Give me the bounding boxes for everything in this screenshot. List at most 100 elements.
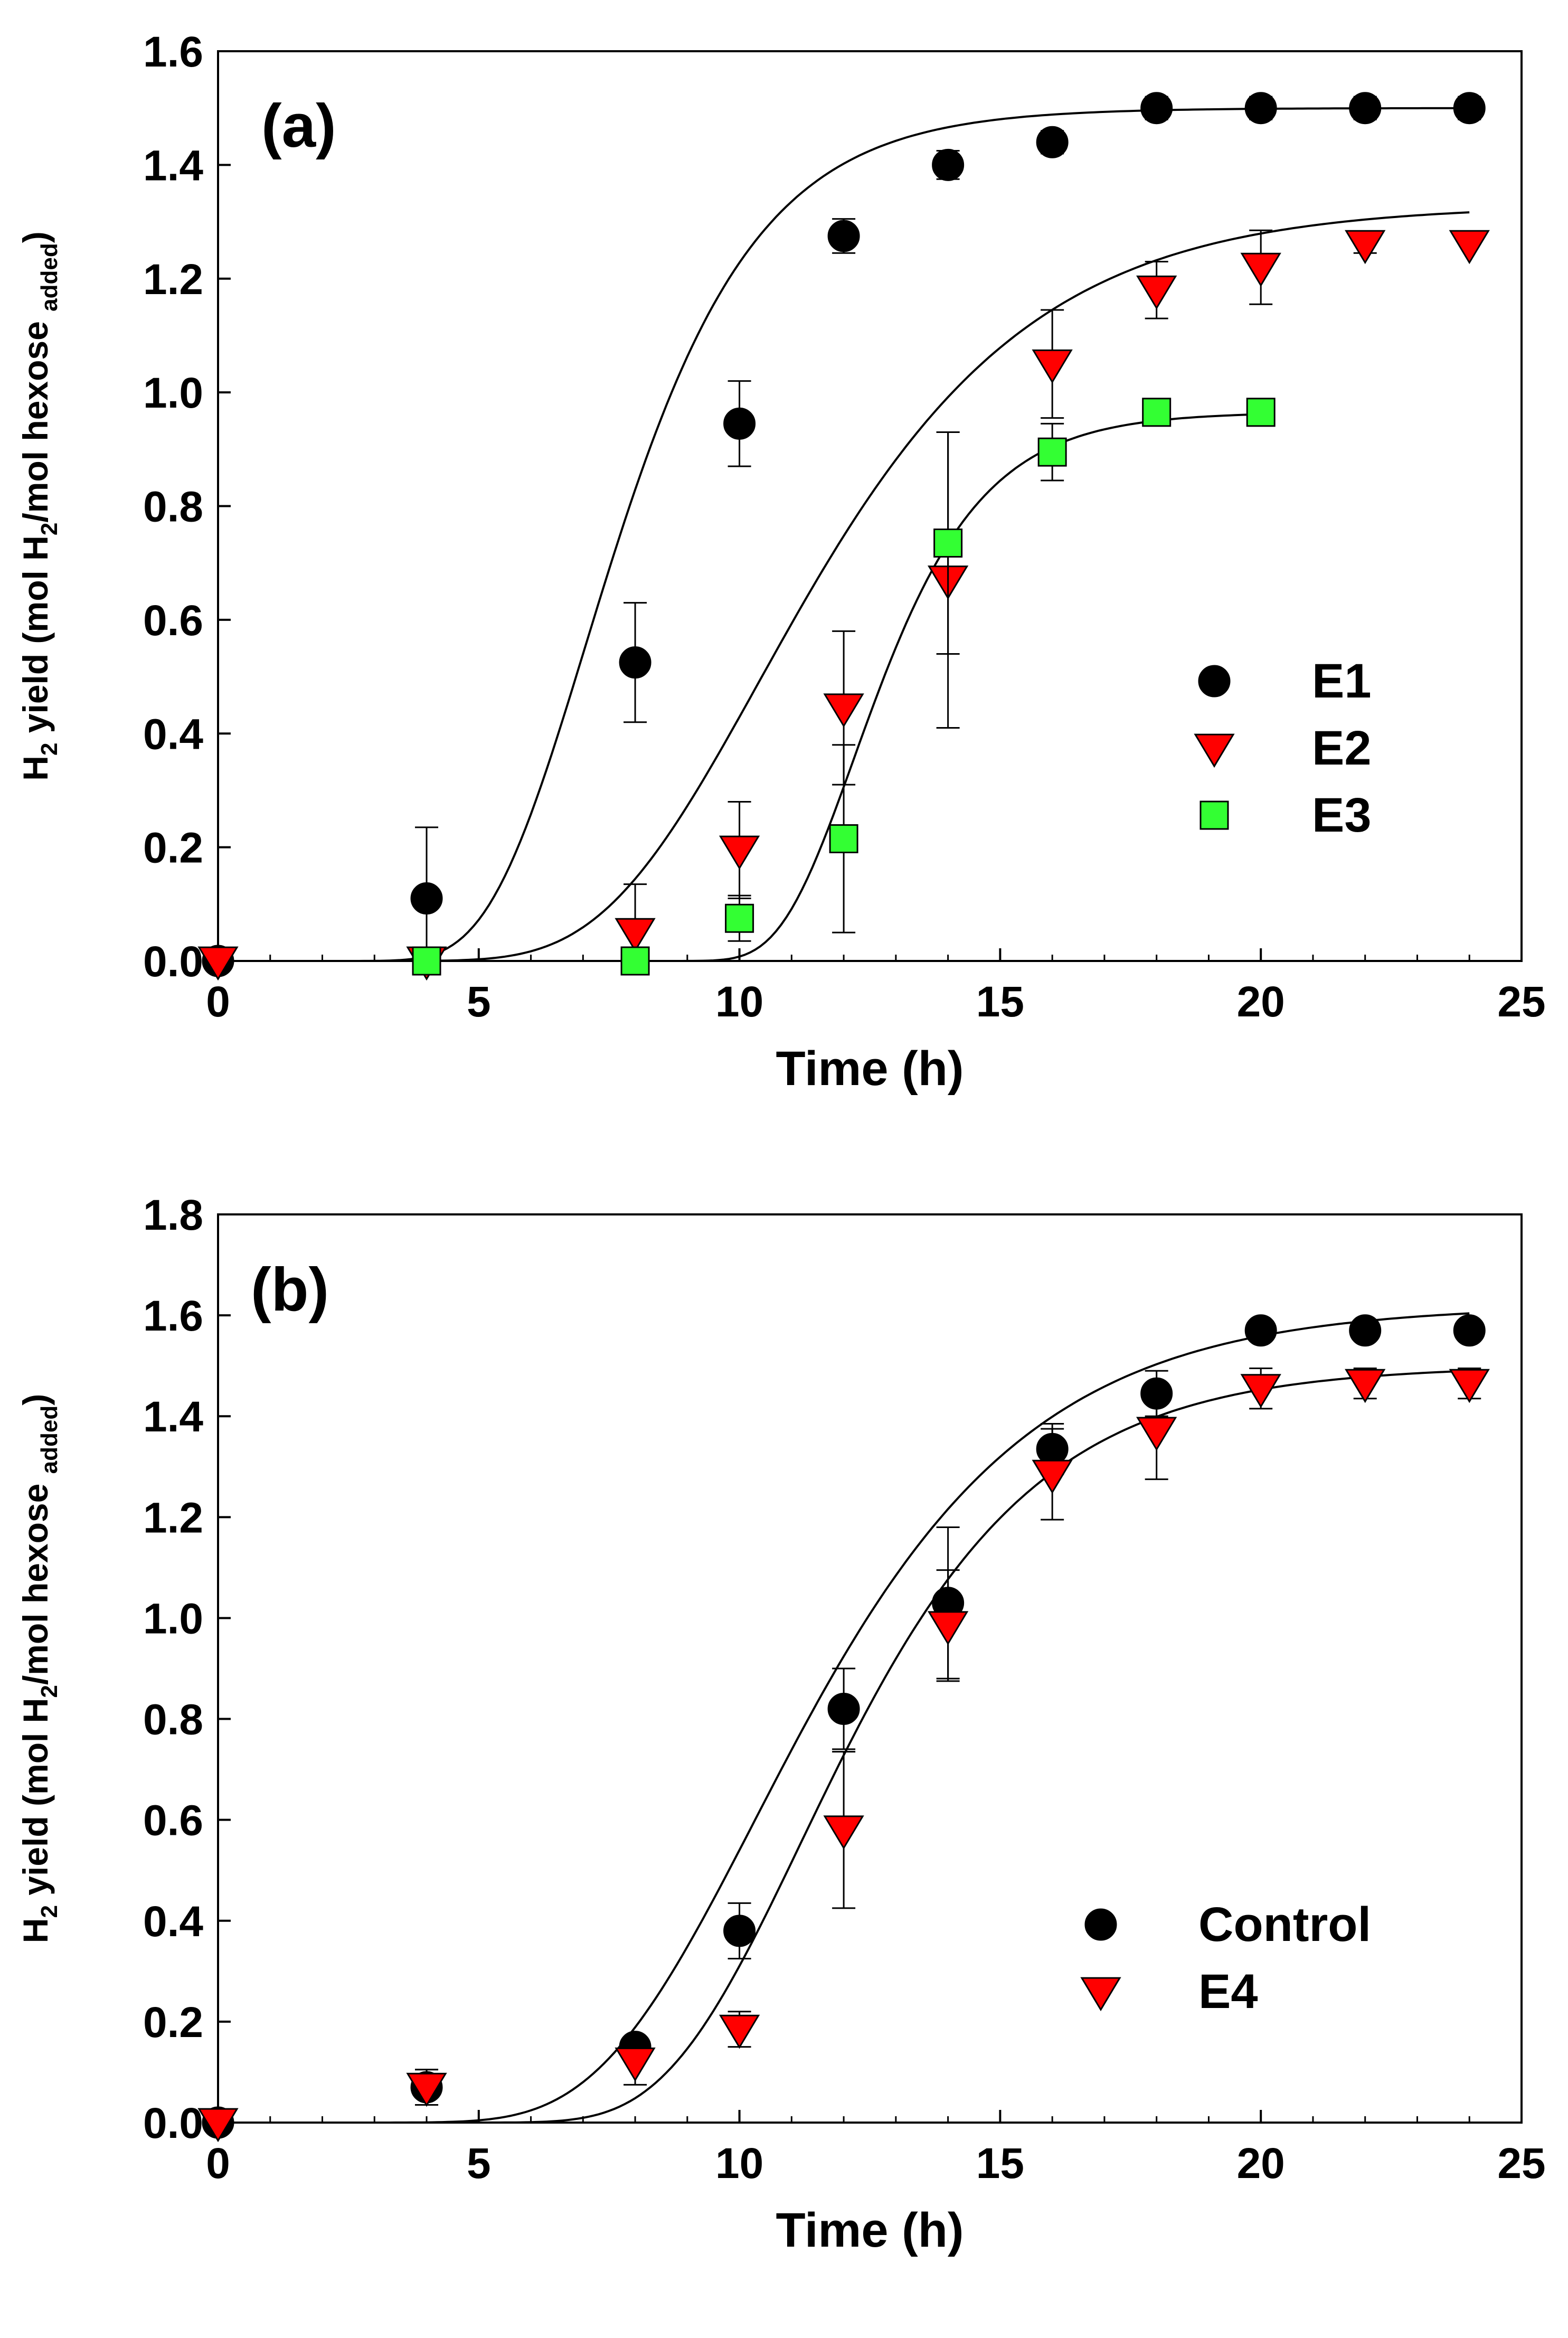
data-point [719, 835, 760, 870]
series-e1 [202, 92, 1486, 977]
x-axis-title: Time (h) [776, 1042, 964, 1096]
legend-label-e2: E2 [1312, 721, 1372, 775]
data-point [1453, 1314, 1486, 1347]
data-point [406, 2072, 447, 2107]
legend: E1 E2 E3 [1194, 654, 1372, 842]
data-point [1032, 1459, 1073, 1494]
y-tick-label: 1.8 [143, 1191, 203, 1239]
data-point [927, 1611, 969, 1645]
y-tick-label: 0.0 [143, 2099, 203, 2147]
y-tick-label: 0.8 [143, 483, 203, 531]
data-point [615, 918, 656, 953]
x-tick-label: 10 [715, 2139, 763, 2188]
data-point [933, 528, 963, 558]
x-tick-label: 25 [1497, 2139, 1545, 2188]
legend-marker-e2 [1194, 733, 1235, 768]
panel-label: (b) [251, 1255, 329, 1324]
x-tick-label: 15 [976, 2139, 1024, 2188]
y-tick-label: 0.2 [143, 824, 203, 872]
x-tick-label: 20 [1237, 978, 1285, 1026]
legend-label-e1: E1 [1312, 654, 1372, 708]
data-point [1142, 398, 1172, 427]
legend-marker-e4 [1080, 1977, 1121, 2012]
data-point [725, 903, 754, 933]
legend-marker-e3 [1199, 800, 1229, 830]
data-point [932, 148, 965, 181]
y-tick-label: 1.6 [143, 28, 203, 76]
legend-marker-control [1084, 1908, 1117, 1941]
x-tick-label: 5 [467, 978, 491, 1026]
data-point [1140, 92, 1173, 125]
data-point [723, 407, 756, 440]
y-tick-label: 1.2 [143, 256, 203, 304]
x-tick-label: 5 [467, 2139, 491, 2188]
legend-label-control: Control [1198, 1898, 1371, 1952]
y-tick-label: 0.8 [143, 1696, 203, 1744]
y-axis-title: H2 yield (mol H2/mol hexose added) [16, 231, 62, 780]
x-tick-label: 15 [976, 978, 1024, 1026]
data-point [1453, 92, 1486, 125]
data-point [1345, 230, 1386, 265]
y-tick-label: 0.4 [143, 1898, 203, 1946]
series-e2 [197, 229, 1490, 981]
data-point [1449, 230, 1490, 265]
x-tick-label: 25 [1497, 978, 1545, 1026]
data-point [1349, 92, 1382, 125]
x-tick-label: 0 [206, 978, 230, 1026]
data-point [1240, 1374, 1281, 1408]
data-point [1345, 1369, 1386, 1403]
data-point [723, 1915, 756, 1947]
panel-b: 0 5 10 15 20 25 0.0 0.2 0.4 0.6 0.8 1.0 1.2 1.4 1.6 1.8… [16, 1191, 1546, 2257]
y-tick-label: 1.2 [143, 1494, 203, 1542]
data-point [1240, 252, 1281, 287]
y-tick-label: 1.4 [143, 142, 203, 190]
data-point [197, 946, 239, 981]
series-e4 [197, 1367, 1490, 2143]
data-point [1349, 1314, 1382, 1347]
y-axis-title: H2 yield (mol H2/mol hexose added) [16, 1394, 62, 1943]
data-point [1136, 275, 1177, 310]
data-point [823, 693, 864, 728]
data-point [827, 220, 860, 252]
y-tick-label: 0.4 [143, 710, 203, 758]
y-tick-label: 1.6 [143, 1292, 203, 1340]
legend: Control E4 [1080, 1898, 1371, 2019]
plot-frame [217, 1213, 1523, 2124]
y-tick-label: 1.0 [143, 369, 203, 417]
data-point [1037, 437, 1067, 467]
data-point [823, 1815, 864, 1850]
data-point [719, 2014, 760, 2049]
legend-marker-e1 [1198, 665, 1231, 697]
y-tick-label: 0.0 [143, 938, 203, 986]
data-point [1244, 1314, 1277, 1347]
x-tick-label: 10 [715, 978, 763, 1026]
series-control [202, 1314, 1486, 2139]
data-point [827, 1692, 860, 1725]
legend-label-e4: E4 [1198, 1965, 1258, 2019]
x-tick-label: 0 [206, 2139, 230, 2188]
data-point [615, 2047, 656, 2082]
data-point [1246, 398, 1276, 427]
data-point [619, 646, 651, 679]
fit-curve-e3 [218, 413, 1261, 961]
y-tick-label: 1.0 [143, 1595, 203, 1643]
y-tick-label: 1.4 [143, 1393, 203, 1441]
data-point [1449, 1369, 1490, 1403]
panel-label: (a) [261, 91, 336, 160]
data-point [412, 946, 441, 976]
data-point [620, 946, 650, 976]
data-point [829, 824, 858, 853]
data-point [1244, 92, 1277, 125]
y-tick-label: 0.6 [143, 597, 203, 645]
x-axis-title: Time (h) [776, 2203, 964, 2257]
data-point [1032, 349, 1073, 384]
data-point [410, 882, 443, 915]
legend-label-e3: E3 [1312, 788, 1372, 842]
y-tick-label: 0.2 [143, 1998, 203, 2047]
data-point [1036, 126, 1069, 158]
data-point [197, 2108, 239, 2143]
panel-a: 0 5 10 15 20 25 0.0 0.2 0.4 0.6 0.8 1.0 1.2 1.4 1.6 Tim… [16, 28, 1546, 1096]
series-e3 [412, 398, 1276, 976]
x-tick-label: 20 [1237, 2139, 1285, 2188]
